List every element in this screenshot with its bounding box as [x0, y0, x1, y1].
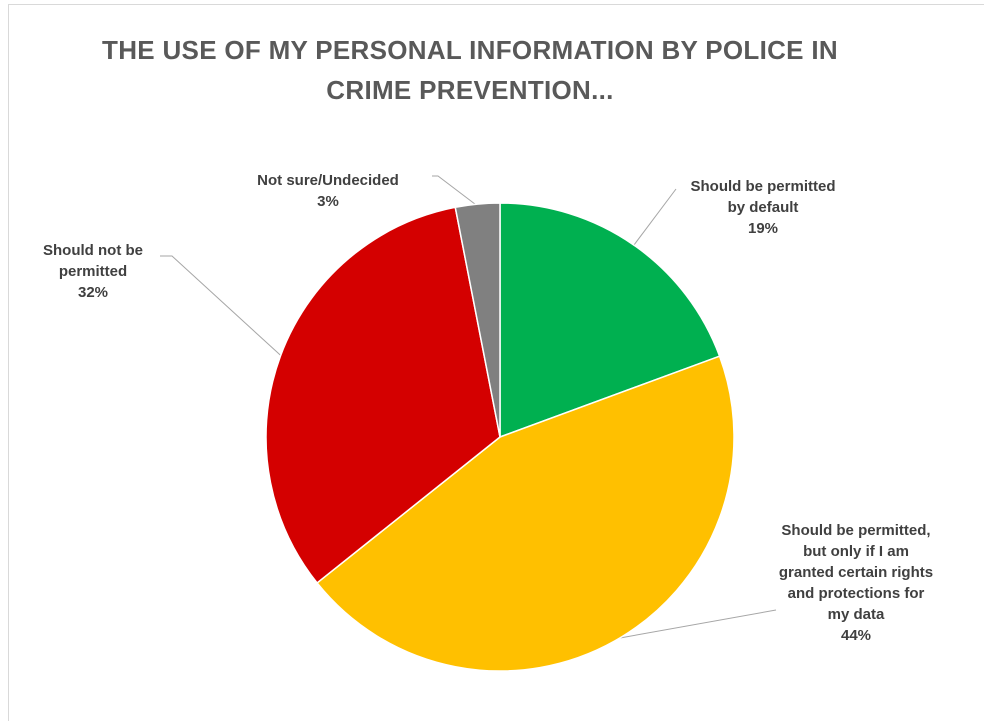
slice-label-permitted-with-rights: Should be permitted, but only if I am gr… [756, 520, 956, 646]
slice-label-not-permitted: Should not be permitted 32% [28, 240, 158, 303]
chart-title-line-1: THE USE OF MY PERSONAL INFORMATION BY PO… [102, 35, 838, 65]
slice-label-line: Should be permitted [690, 178, 836, 195]
chart-title: THE USE OF MY PERSONAL INFORMATION BY PO… [60, 30, 880, 110]
slice-label-line: Not sure/Undecided [257, 172, 399, 189]
slice-value-label: 44% [840, 627, 872, 644]
leader-line [613, 609, 777, 640]
slice-label-line: and protections for [787, 585, 925, 602]
slice-label-line: permitted [58, 263, 128, 280]
pie-slice-permitted-with-rights [315, 355, 735, 672]
slice-label-permitted-by-default: Should be permitted by default 19% [678, 176, 848, 239]
pie-slices [265, 202, 735, 672]
slice-label-line: Should be permitted, [781, 522, 931, 539]
slice-label-line: Should not be [43, 242, 143, 259]
leader-line [432, 175, 479, 207]
pie-slice-not-sure [454, 202, 501, 438]
leader-lines [160, 175, 777, 640]
slice-value-label: 19% [747, 220, 779, 237]
leader-line [160, 255, 283, 358]
slice-value-label: 3% [317, 193, 339, 210]
slice-value-label: 32% [77, 284, 109, 301]
pie-slice-permitted-by-default [499, 202, 721, 439]
slice-label-line: by default [727, 199, 799, 216]
slice-label-not-sure: Not sure/Undecided 3% [228, 170, 428, 212]
slice-label-line: my data [827, 606, 885, 623]
slice-label-line: granted certain rights [778, 564, 934, 581]
leader-line [632, 188, 677, 248]
chart-title-line-2: CRIME PREVENTION... [326, 75, 614, 105]
pie-slice-not-permitted [265, 206, 501, 584]
slice-label-line: but only if I am [803, 543, 909, 560]
chart-frame [8, 4, 984, 721]
